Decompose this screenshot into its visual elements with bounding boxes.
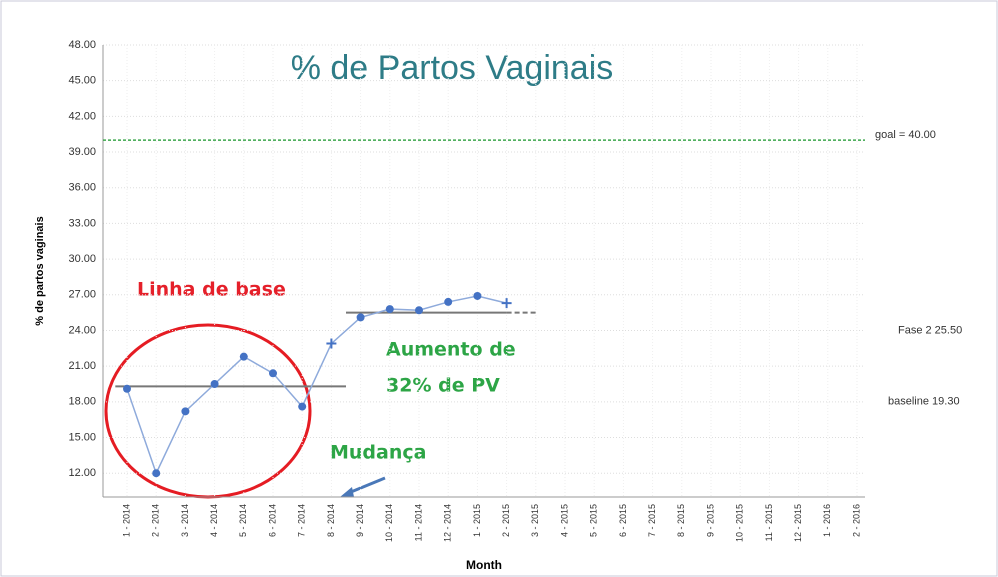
x-tick-label: 12 - 2014: [443, 504, 453, 542]
point: [444, 297, 453, 306]
reference-label: goal = 40.00: [875, 129, 936, 141]
x-tick-label: 9 - 2015: [705, 504, 715, 537]
x-tick-label: 10 - 2015: [735, 504, 745, 542]
y-tick-label: 24.00: [68, 324, 96, 336]
x-tick-label: 9 - 2014: [355, 504, 365, 537]
x-tick-label: 3 - 2015: [530, 504, 540, 537]
annotation: Linha de base: [137, 279, 286, 301]
x-tick-label: 1 - 2014: [121, 504, 131, 537]
point-cross: [501, 298, 512, 309]
y-tick-label: 39.00: [68, 146, 96, 158]
point: [298, 402, 307, 411]
point: [181, 407, 190, 416]
highlight-ellipse: [104, 323, 312, 499]
series-line: [126, 295, 507, 476]
x-tick-label: 5 - 2015: [589, 504, 599, 537]
annotation: Aumento de: [386, 339, 516, 361]
x-tick-label: 11 - 2015: [764, 504, 774, 541]
x-tick-label: 1 - 2016: [822, 504, 832, 537]
x-tick-label: 2 - 2016: [851, 504, 861, 537]
x-tick-label: 6 - 2014: [267, 504, 277, 537]
x-tick-label: 2 - 2015: [501, 504, 511, 537]
reference-label: Fase 2 25.50: [898, 324, 962, 336]
x-tick-label: 5 - 2014: [238, 504, 248, 537]
point: [269, 369, 277, 378]
x-tick-label: 4 - 2015: [559, 504, 569, 537]
x-tick-label: 12 - 2015: [793, 504, 803, 542]
x-tick-label: 11 - 2014: [413, 504, 423, 541]
y-tick-label: 15.00: [68, 431, 96, 443]
x-tick-label: 7 - 2014: [297, 504, 307, 537]
point: [123, 384, 131, 393]
x-tick-label: 10 - 2014: [384, 504, 394, 542]
x-tick-label: 1 - 2015: [472, 504, 482, 537]
annotation: 32% de PV: [386, 375, 500, 397]
x-tick-label: 8 - 2015: [676, 504, 686, 537]
y-tick-label: 33.00: [68, 217, 96, 229]
annotation: Mudança: [330, 442, 426, 464]
point: [152, 469, 161, 478]
reference-label: baseline 19.30: [888, 396, 960, 408]
y-tick-label: 30.00: [68, 253, 96, 265]
point: [415, 306, 423, 315]
x-tick-label: 8 - 2014: [326, 504, 336, 537]
y-tick-label: 18.00: [68, 396, 96, 408]
y-tick-label: 42.00: [68, 110, 96, 122]
point: [473, 291, 482, 300]
y-tick-label: 36.00: [68, 182, 96, 194]
point-cross: [326, 338, 337, 349]
x-tick-label: 4 - 2014: [209, 504, 219, 537]
arrow-head: [340, 487, 354, 497]
x-tick-label: 2 - 2014: [151, 504, 161, 537]
point: [385, 305, 394, 314]
point: [356, 313, 365, 322]
point: [210, 380, 219, 388]
y-tick-label: 21.00: [68, 360, 96, 372]
x-tick-label: 6 - 2015: [618, 504, 628, 537]
y-tick-label: 48.00: [68, 39, 96, 51]
x-tick-label: 7 - 2015: [647, 504, 657, 537]
y-axis-label: % de partos vaginais: [34, 216, 46, 325]
y-tick-label: 12.00: [68, 467, 96, 479]
point: [239, 352, 248, 361]
x-axis-label: Month: [466, 558, 502, 572]
y-tick-label: 45.00: [68, 75, 96, 87]
y-tick-label: 27.00: [68, 289, 96, 301]
x-tick-label: 3 - 2014: [180, 504, 190, 537]
